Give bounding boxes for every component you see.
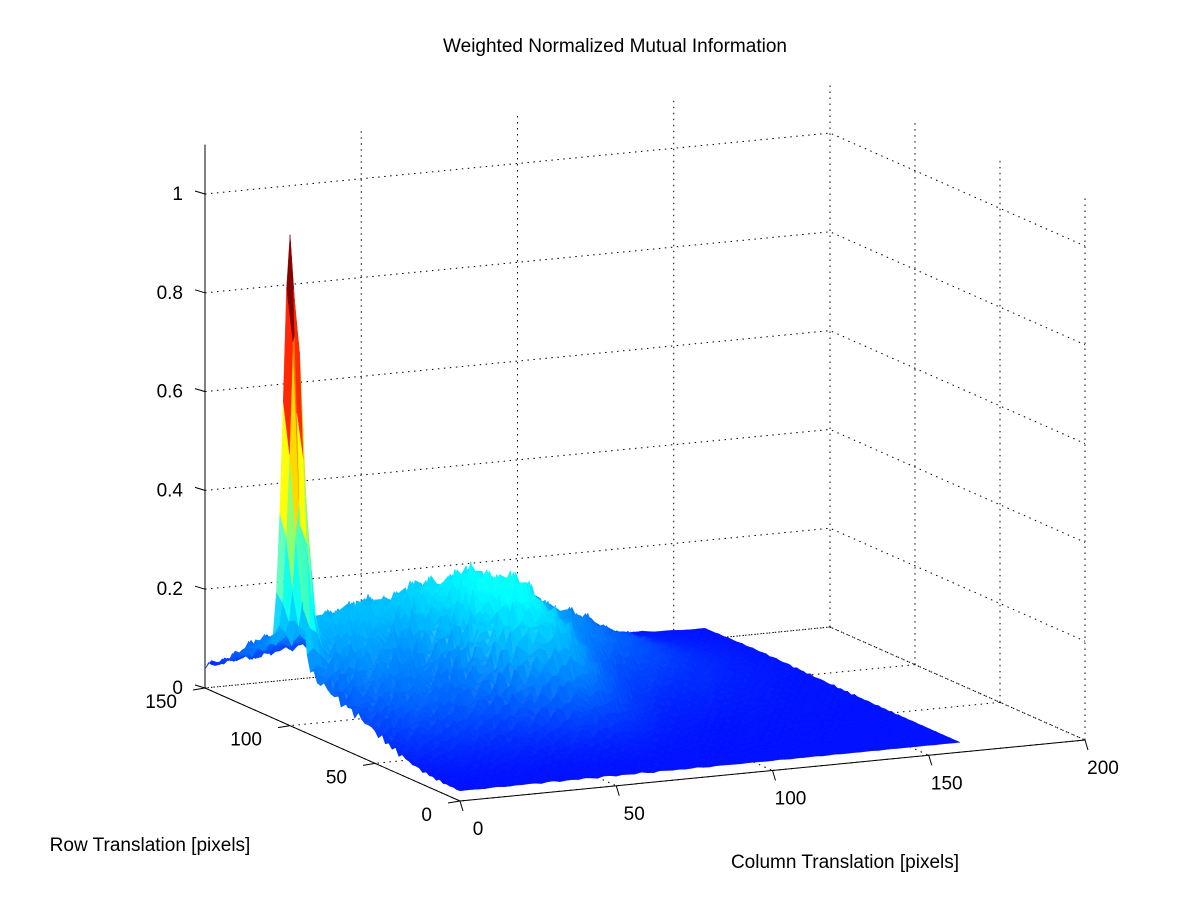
- y-axis-line: [204, 687, 461, 802]
- y-gridline-floor: [204, 626, 831, 689]
- x-gridline-floor: [829, 626, 1086, 741]
- surface-plot: [204, 234, 961, 792]
